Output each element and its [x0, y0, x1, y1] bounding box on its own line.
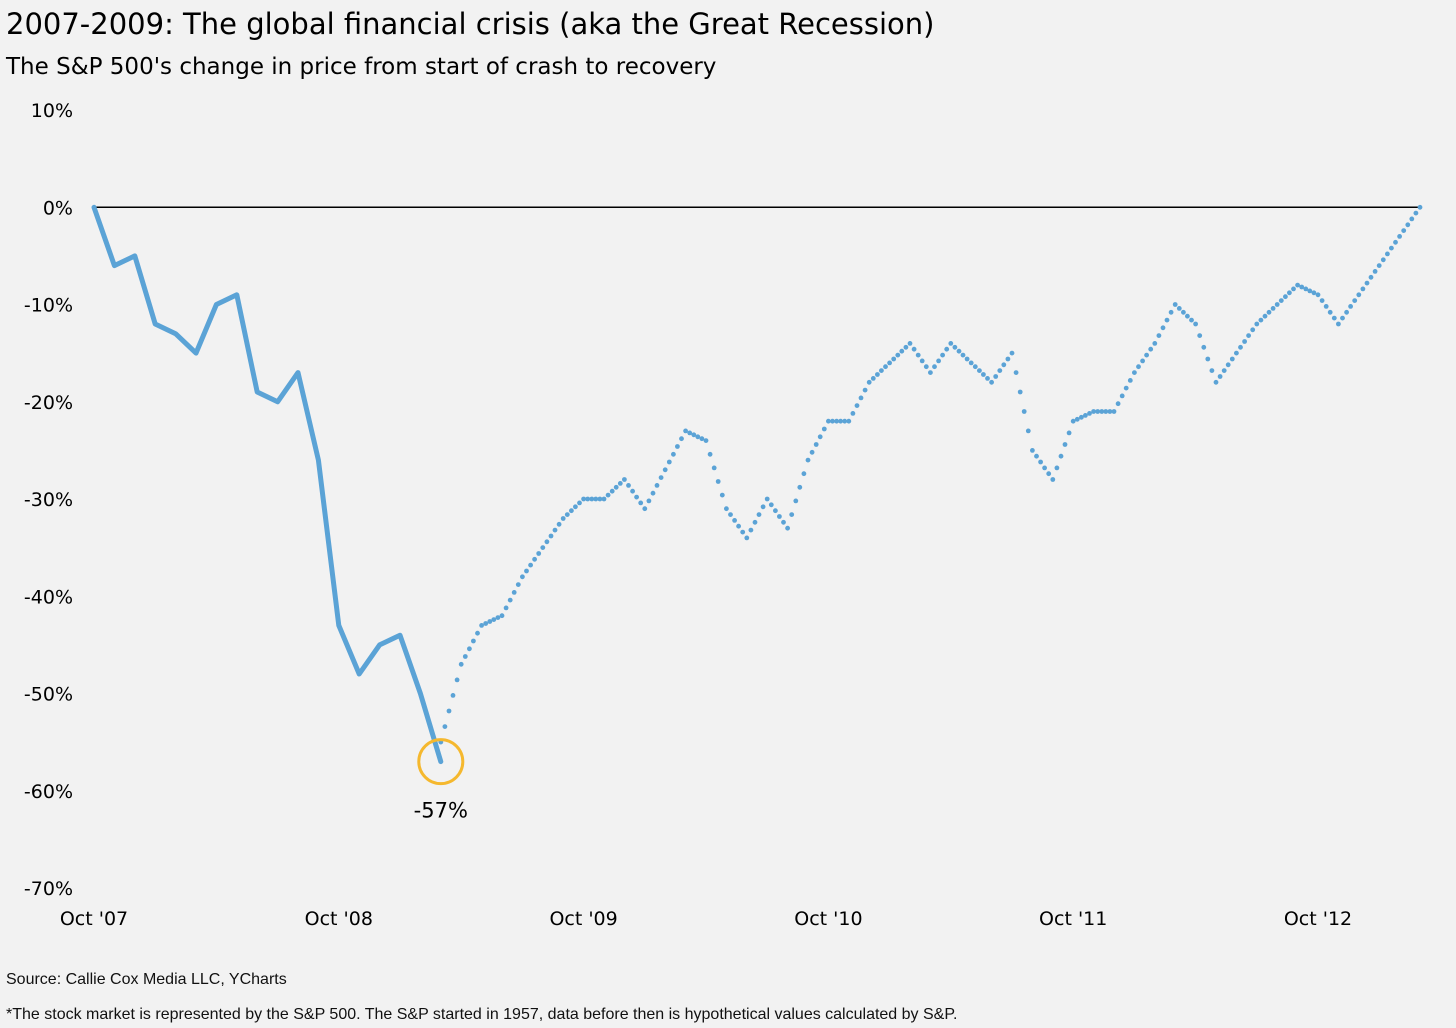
series-point	[1172, 302, 1178, 307]
series-point	[581, 496, 586, 502]
series-point	[1111, 409, 1117, 414]
y-tick-label: -50%	[24, 684, 73, 706]
series-point	[458, 661, 464, 667]
series-point	[1417, 204, 1423, 210]
series-point	[1336, 321, 1341, 327]
y-tick-label: 0%	[43, 197, 73, 219]
series-point	[744, 535, 750, 541]
series-point	[928, 370, 933, 375]
trough-marker	[417, 738, 465, 786]
series-line-solid	[91, 204, 444, 765]
series-point	[785, 525, 790, 531]
series-point	[907, 341, 913, 346]
series-point	[683, 428, 688, 434]
series-point	[1315, 292, 1321, 298]
series-point	[1274, 302, 1280, 307]
y-tick-label: -20%	[24, 392, 73, 414]
series-point	[866, 379, 872, 385]
annotation-layer: -57%	[414, 738, 468, 823]
series-point	[1132, 370, 1137, 375]
x-tick-label: Oct '07	[60, 908, 128, 930]
series-point	[662, 467, 668, 473]
series-point	[1050, 477, 1056, 482]
series-point	[1356, 292, 1362, 298]
x-tick-label: Oct '09	[549, 908, 617, 930]
y-tick-label: -40%	[24, 586, 73, 608]
series-point	[989, 379, 994, 385]
source-note: Source: Callie Cox Media LLC, YCharts	[6, 971, 287, 988]
series-point	[1234, 350, 1239, 356]
y-tick-label: -30%	[24, 489, 73, 511]
series-point	[1254, 321, 1260, 327]
series-point	[805, 457, 811, 463]
x-tick-label: Oct '08	[305, 908, 373, 930]
y-tick-label: -70%	[24, 878, 73, 900]
x-tick-label: Oct '11	[1039, 908, 1107, 930]
series-point	[520, 574, 525, 580]
series-point	[1009, 350, 1015, 356]
series-point	[1213, 379, 1219, 385]
series-point	[887, 360, 892, 366]
series-point	[479, 623, 484, 628]
series-dotted	[438, 204, 1423, 745]
x-tick-label: Oct '10	[794, 908, 862, 930]
series-point	[1397, 234, 1402, 239]
series-point	[948, 341, 954, 346]
series-layer	[91, 204, 1423, 765]
y-tick-label: -60%	[24, 781, 73, 803]
series-point	[642, 506, 648, 512]
chart-subtitle: The S&P 500's change in price from start…	[5, 54, 716, 80]
x-axis: Oct '07 Oct '08 Oct '09 Oct '10 Oct '11 Oct '…	[60, 908, 1352, 930]
series-point	[703, 438, 709, 443]
series-point	[764, 496, 770, 502]
series-point	[1091, 409, 1096, 414]
y-axis: 10% 0% -10% -20% -30% -40% -50% -60% -70%	[24, 100, 73, 900]
series-point	[1070, 418, 1076, 424]
series-point	[1295, 282, 1300, 288]
series-point	[1193, 321, 1198, 327]
y-tick-label: -10%	[24, 295, 73, 317]
series-point	[622, 477, 627, 482]
chart-title: 2007-2009: The global financial crisis (…	[6, 7, 934, 41]
series-point	[968, 360, 974, 366]
series-point	[846, 418, 852, 424]
series-point	[724, 506, 729, 512]
series-point	[1152, 341, 1158, 346]
series-point	[499, 613, 505, 619]
footnote: *The stock market is represented by the …	[6, 1006, 957, 1023]
trough-label: -57%	[414, 799, 468, 823]
series-point	[601, 496, 607, 502]
series-point	[1376, 263, 1382, 268]
series-point	[826, 418, 831, 424]
x-tick-label: Oct '12	[1284, 908, 1352, 930]
y-tick-label: 10%	[31, 100, 73, 122]
series-point	[560, 516, 566, 521]
series-point	[1030, 448, 1035, 453]
series-point	[540, 545, 546, 550]
